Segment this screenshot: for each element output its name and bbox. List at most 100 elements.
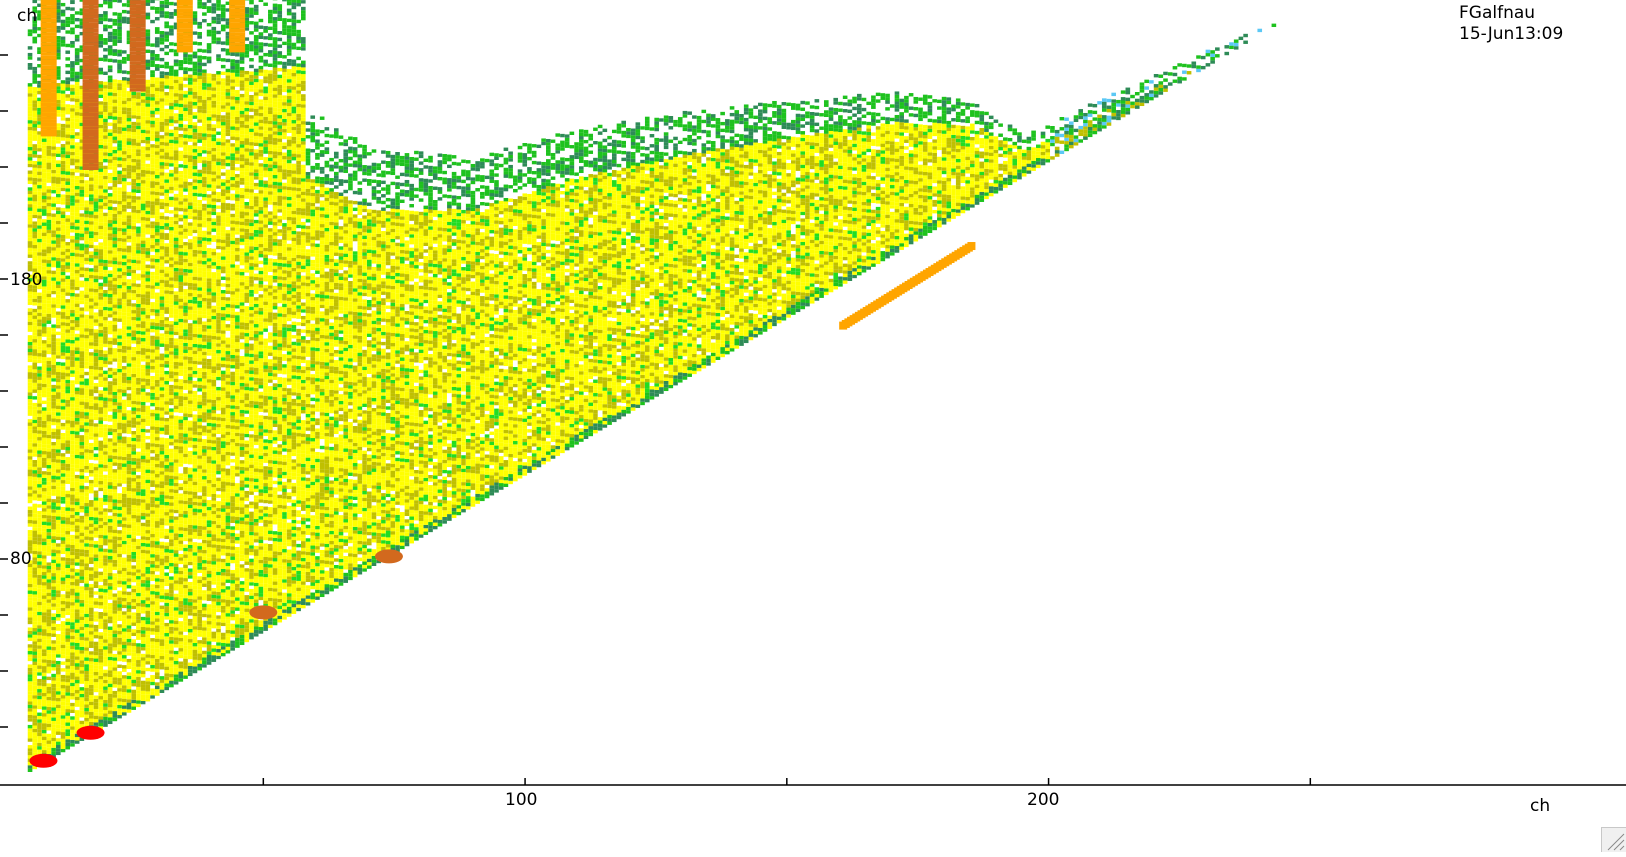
heatmap-cell bbox=[32, 487, 37, 490]
heatmap-cell bbox=[113, 661, 118, 664]
heatmap-cell bbox=[98, 182, 103, 185]
heatmap-cell bbox=[70, 612, 75, 615]
heatmap-cell bbox=[89, 389, 94, 392]
heatmap-cell bbox=[75, 411, 80, 414]
heatmap-cell bbox=[141, 254, 146, 257]
heatmap-cell bbox=[127, 195, 132, 198]
heatmap-cell bbox=[70, 437, 75, 440]
heatmap-cell bbox=[127, 622, 132, 625]
heatmap-cell bbox=[131, 102, 136, 105]
heatmap-cell bbox=[61, 131, 66, 134]
heatmap-cell bbox=[84, 281, 89, 284]
heatmap-cell bbox=[70, 236, 75, 239]
heatmap-cell bbox=[80, 412, 85, 415]
heatmap-cell bbox=[61, 107, 66, 110]
heatmap-cell bbox=[127, 491, 132, 494]
heatmap-cell bbox=[131, 253, 136, 256]
heatmap-cell bbox=[70, 44, 75, 47]
heatmap-cell bbox=[70, 646, 75, 649]
heatmap-cell bbox=[136, 704, 141, 707]
heatmap-cell bbox=[141, 298, 146, 301]
heatmap-cell bbox=[108, 65, 113, 68]
heatmap-cell bbox=[98, 377, 103, 380]
heatmap-cell bbox=[113, 456, 118, 459]
heatmap-cell bbox=[47, 381, 52, 384]
heatmap-cell bbox=[51, 627, 56, 630]
heatmap-cell bbox=[42, 659, 47, 662]
heatmap-cell bbox=[98, 121, 103, 124]
heatmap-cell bbox=[117, 312, 122, 315]
heatmap-cell bbox=[108, 499, 113, 502]
heatmap-cell bbox=[94, 706, 99, 709]
heatmap-cell bbox=[127, 558, 132, 561]
heatmap-cell bbox=[84, 516, 89, 519]
heatmap-cell bbox=[131, 599, 136, 602]
heatmap-cell bbox=[42, 253, 47, 256]
heatmap-cell bbox=[122, 319, 127, 322]
heatmap-cell bbox=[113, 348, 118, 351]
heatmap-cell bbox=[113, 278, 118, 281]
heatmap-cell bbox=[37, 679, 42, 682]
heatmap-cell bbox=[94, 618, 99, 621]
heatmap-cell bbox=[56, 674, 61, 677]
heatmap-cell bbox=[84, 338, 89, 341]
heatmap-cell bbox=[122, 487, 127, 490]
heatmap-cell bbox=[51, 466, 56, 469]
heatmap-cell bbox=[131, 320, 136, 323]
heatmap-cell bbox=[89, 685, 94, 688]
heatmap-cell bbox=[42, 387, 47, 390]
heatmap-cell bbox=[141, 304, 146, 307]
heatmap-cell bbox=[32, 551, 37, 554]
heatmap-cell bbox=[141, 130, 146, 133]
heatmap-cell bbox=[89, 228, 94, 231]
heatmap-cell bbox=[113, 704, 118, 707]
heatmap-cell bbox=[131, 276, 136, 279]
heatmap-cell bbox=[80, 586, 85, 589]
heatmap-cell bbox=[89, 369, 94, 372]
heatmap-cell bbox=[98, 673, 103, 676]
heatmap-cell bbox=[136, 257, 141, 260]
heatmap-cell bbox=[84, 617, 89, 620]
heatmap-cell bbox=[51, 597, 56, 600]
heatmap-cell bbox=[42, 139, 47, 142]
heatmap-cell bbox=[56, 288, 61, 291]
heatmap-cell bbox=[127, 363, 132, 366]
heatmap-cell bbox=[70, 229, 75, 232]
heatmap-cell bbox=[94, 669, 99, 672]
heatmap-cell bbox=[84, 170, 89, 173]
heatmap-cell bbox=[56, 701, 61, 704]
heatmap-cell bbox=[84, 607, 89, 610]
heatmap-cell bbox=[117, 688, 122, 691]
heatmap-cell bbox=[136, 475, 141, 478]
heatmap-cell bbox=[37, 558, 42, 561]
heatmap-cell bbox=[70, 663, 75, 666]
heatmap-cell bbox=[70, 491, 75, 494]
heatmap-cell bbox=[70, 41, 75, 44]
heatmap-cell bbox=[56, 217, 61, 220]
heatmap-cell bbox=[70, 320, 75, 323]
heatmap-cell bbox=[127, 219, 132, 222]
heatmap-cell bbox=[42, 431, 47, 434]
heatmap-cell bbox=[131, 448, 136, 451]
heatmap-cell bbox=[42, 438, 47, 441]
heatmap-cell bbox=[56, 211, 61, 214]
heatmap-cell bbox=[108, 76, 113, 79]
heatmap-cell bbox=[65, 245, 70, 248]
heatmap-cell bbox=[32, 352, 37, 355]
heatmap-cell bbox=[61, 157, 66, 160]
heatmap-cell bbox=[80, 623, 85, 626]
heatmap-cell bbox=[103, 85, 108, 88]
heatmap-cell bbox=[47, 478, 52, 481]
heatmap-cell bbox=[136, 452, 141, 455]
heatmap-cell bbox=[65, 71, 70, 74]
heatmap-cell bbox=[42, 522, 47, 525]
heatmap-cell bbox=[113, 79, 118, 82]
heatmap-cell bbox=[141, 684, 146, 687]
heatmap-cell bbox=[117, 631, 122, 634]
heatmap-cell bbox=[127, 202, 132, 205]
heatmap-cell bbox=[42, 676, 47, 679]
heatmap-cell bbox=[113, 449, 118, 452]
heatmap-cell bbox=[37, 612, 42, 615]
heatmap-cell bbox=[141, 217, 146, 220]
heatmap-cell bbox=[32, 148, 37, 151]
